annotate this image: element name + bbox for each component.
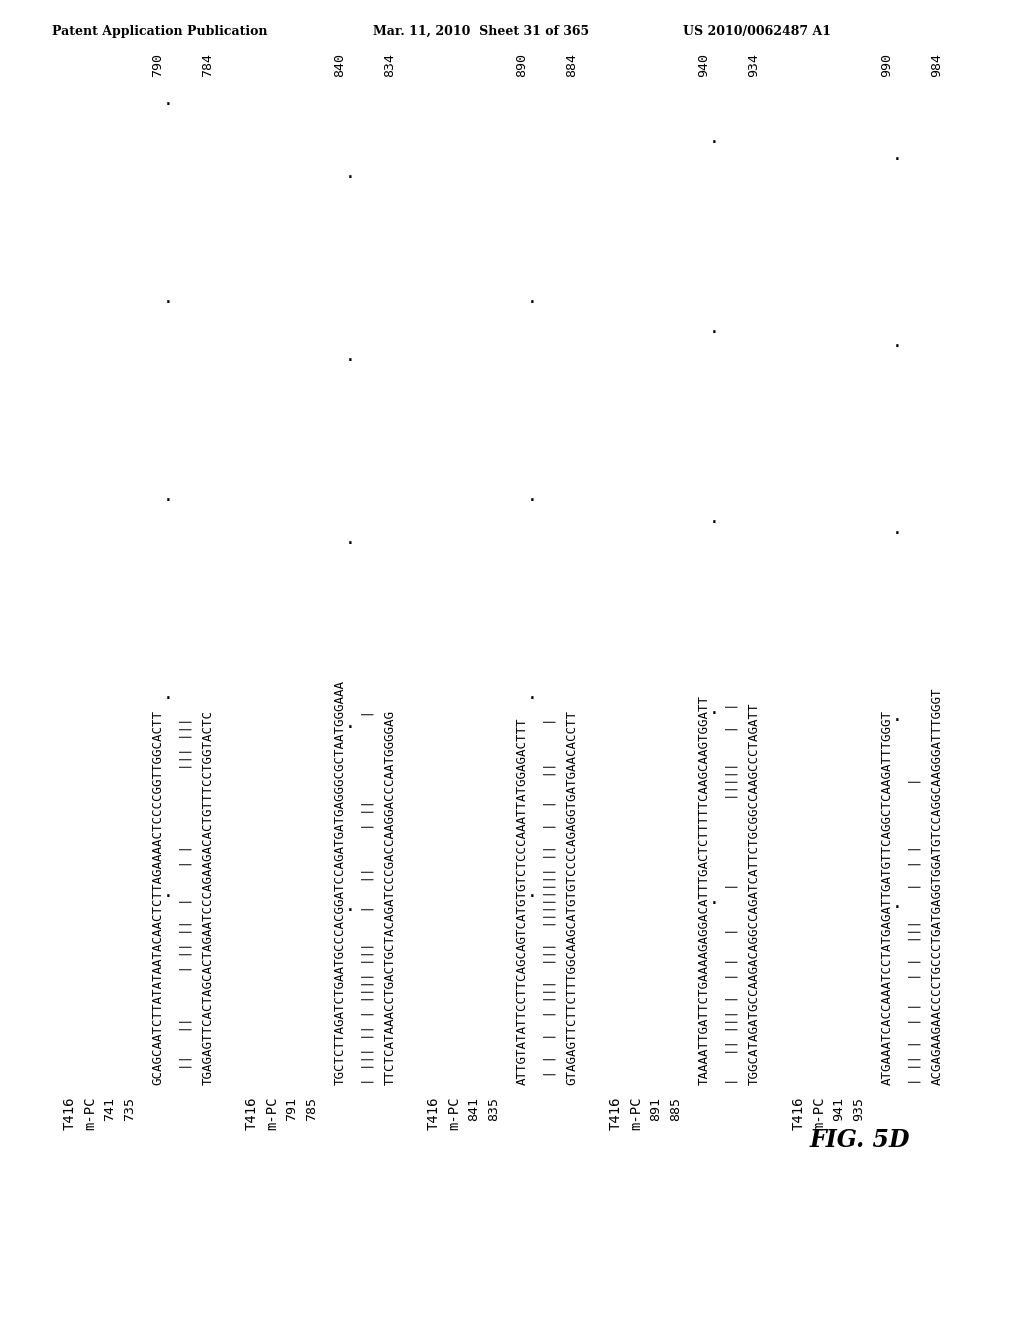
Text: 784: 784 xyxy=(202,53,214,77)
Text: 840: 840 xyxy=(334,53,346,77)
Text: ·: · xyxy=(709,323,720,342)
Text: 791: 791 xyxy=(286,1097,299,1121)
Text: GTAGAGTTCTTCTTTGGCAAGCATGTGTCCCCAGAGGTGATGAACACCTT: GTAGAGTTCTTCTTTGGCAAGCATGTGTCCCCAGAGGTGA… xyxy=(565,710,579,1085)
Text: ·: · xyxy=(709,133,720,152)
Text: TGGCATAGATGCCAAGACAGGCCAGATCATTCTGCGGCCAAGCCCTAGATT: TGGCATAGATGCCAAGACAGGCCAGATCATTCTGCGGCCA… xyxy=(748,702,761,1085)
Text: ·: · xyxy=(163,96,173,114)
Text: ·: · xyxy=(163,294,173,312)
Text: TGAGAGTTCACTAGCACTAGAATCCCAGAAGACACTGTTTCCTGGTACTC: TGAGAGTTCACTAGCACTAGAATCCCAGAAGACACTGTTT… xyxy=(202,710,214,1085)
Text: T416: T416 xyxy=(63,1097,77,1130)
Text: 735: 735 xyxy=(124,1097,136,1121)
Text: ·: · xyxy=(344,535,355,553)
Text: m-PC: m-PC xyxy=(812,1097,826,1130)
Text: m-PC: m-PC xyxy=(447,1097,461,1130)
Text: | |  |  | |||  |||  |||||||| ||  |  |   ||     |: | | | | ||| ||| |||||||| || | | || | xyxy=(544,718,556,1085)
Text: 940: 940 xyxy=(697,53,711,77)
Text: ·: · xyxy=(892,338,902,356)
Text: TTCTCATAAACCTGACTGCTACAGATCCCGACCAAGGACCCAATGGGGAG: TTCTCATAAACCTGACTGCTACAGATCCCGACCAAGGACC… xyxy=(384,710,396,1085)
Text: ·: · xyxy=(709,705,720,723)
Text: 790: 790 xyxy=(152,53,165,77)
Text: 741: 741 xyxy=(103,1097,117,1121)
Text: ·: · xyxy=(344,718,355,737)
Text: TGCTCTTAGATCTGAATGCCCACGGATCCAGATGATGAGGGCGCTAATGGGAAA: TGCTCTTAGATCTGAATGCCCACGGATCCAGATGATGAGG… xyxy=(334,680,346,1085)
Text: ·: · xyxy=(709,895,720,913)
Text: T416: T416 xyxy=(609,1097,623,1130)
Text: 835: 835 xyxy=(487,1097,501,1121)
Text: m-PC: m-PC xyxy=(629,1097,643,1130)
Text: | ||| || | |||| |||    |   ||     | ||           |: | ||| || | |||| ||| | || | || | xyxy=(361,710,375,1085)
Text: FIG. 5D: FIG. 5D xyxy=(810,1129,910,1152)
Text: 885: 885 xyxy=(670,1097,683,1121)
Text: 990: 990 xyxy=(881,53,894,77)
Text: ·: · xyxy=(526,690,538,708)
Text: ·: · xyxy=(344,352,355,370)
Text: T416: T416 xyxy=(792,1097,806,1130)
Text: 884: 884 xyxy=(565,53,579,77)
Text: ·: · xyxy=(709,515,720,532)
Text: ·: · xyxy=(344,169,355,186)
Text: ·: · xyxy=(892,711,902,730)
Text: m-PC: m-PC xyxy=(265,1097,279,1130)
Text: T416: T416 xyxy=(427,1097,441,1130)
Text: 934: 934 xyxy=(748,53,761,77)
Text: ACGAGAAGAACCCCTGCCCTGATGAGGTGGATGTCCAGGCAAGGGATTTGGGT: ACGAGAAGAACCCCTGCCCTGATGAGGTGGATGTCCAGGC… xyxy=(931,688,943,1085)
Text: ·: · xyxy=(892,899,902,916)
Text: ·: · xyxy=(344,902,355,920)
Text: ·: · xyxy=(526,888,538,906)
Text: ·: · xyxy=(526,492,538,510)
Text: ·: · xyxy=(163,690,173,708)
Text: | || |  | |   | |  |||    |  | |        |: | || | | | | | ||| | | | | xyxy=(908,710,922,1085)
Text: 890: 890 xyxy=(515,53,528,77)
Text: ·: · xyxy=(892,525,902,543)
Text: TAAAATTGATTCTGAAAAGAGGACATTTGACTCTTTTTCAAGCAAGTGGATT: TAAAATTGATTCTGAAAAGAGGACATTTGACTCTTTTTCA… xyxy=(697,696,711,1085)
Text: Patent Application Publication: Patent Application Publication xyxy=(52,25,267,38)
Text: 891: 891 xyxy=(649,1097,663,1121)
Text: 841: 841 xyxy=(468,1097,480,1121)
Text: 785: 785 xyxy=(305,1097,318,1121)
Text: ·: · xyxy=(163,492,173,510)
Text: ATGAAATCACCAAATCCTATGAGATTGATGTTCAGGCTCAAGATTTGGGT: ATGAAATCACCAAATCCTATGAGATTGATGTTCAGGCTCA… xyxy=(881,710,894,1085)
Text: ATTGTATATTCCTTCAGCAGTCATGTGTCTCCCAAATTATGGAGACTTT: ATTGTATATTCCTTCAGCAGTCATGTGTCTCCCAAATTAT… xyxy=(515,718,528,1085)
Text: m-PC: m-PC xyxy=(83,1097,97,1130)
Text: US 2010/0062487 A1: US 2010/0062487 A1 xyxy=(683,25,831,38)
Text: T416: T416 xyxy=(245,1097,259,1130)
Text: 984: 984 xyxy=(931,53,943,77)
Text: 935: 935 xyxy=(853,1097,865,1121)
Text: |   || ||| |  | |   |     |           |||||    |  |: | || ||| | | | | | ||||| | | xyxy=(725,702,738,1085)
Text: 941: 941 xyxy=(833,1097,846,1121)
Text: 834: 834 xyxy=(384,53,396,77)
Text: Mar. 11, 2010  Sheet 31 of 365: Mar. 11, 2010 Sheet 31 of 365 xyxy=(373,25,589,38)
Text: ·: · xyxy=(526,294,538,312)
Text: GCAGCAATCTTATATAATACAACTCTTAGAAAACTCCCCGGTTGGCACTT: GCAGCAATCTTATATAATACAACTCTTAGAAAACTCCCCG… xyxy=(152,710,165,1085)
Text: ·: · xyxy=(892,152,902,169)
Text: ·: · xyxy=(163,888,173,906)
Text: ||   ||      | || ||  |    | |          ||| |||: || || | || || | | | ||| ||| xyxy=(179,710,193,1085)
